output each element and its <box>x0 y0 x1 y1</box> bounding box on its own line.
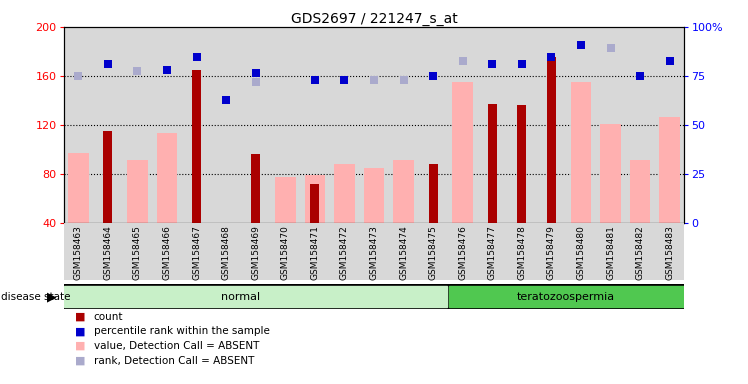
Point <box>427 73 439 79</box>
Point <box>457 58 469 64</box>
Bar <box>393 160 414 223</box>
Bar <box>571 82 591 223</box>
Text: disease state: disease state <box>1 291 70 302</box>
Bar <box>156 133 177 223</box>
Text: GSM158470: GSM158470 <box>280 226 289 280</box>
Point <box>132 68 144 74</box>
Text: count: count <box>94 312 123 322</box>
Point <box>663 58 675 64</box>
Text: GSM158477: GSM158477 <box>488 226 497 280</box>
Bar <box>488 104 497 223</box>
Text: value, Detection Call = ABSENT: value, Detection Call = ABSENT <box>94 341 259 351</box>
Text: GDS2697 / 221247_s_at: GDS2697 / 221247_s_at <box>291 12 457 25</box>
Bar <box>103 131 112 223</box>
Bar <box>64 286 447 307</box>
Bar <box>192 70 201 223</box>
Text: rank, Detection Call = ABSENT: rank, Detection Call = ABSENT <box>94 356 254 366</box>
Text: ▶: ▶ <box>46 290 56 303</box>
Text: GSM158471: GSM158471 <box>310 226 319 280</box>
Text: GSM158479: GSM158479 <box>547 226 556 280</box>
Text: GSM158465: GSM158465 <box>133 226 142 280</box>
Text: GSM158468: GSM158468 <box>221 226 230 280</box>
Bar <box>547 58 556 223</box>
Bar <box>453 82 473 223</box>
Text: ■: ■ <box>75 356 85 366</box>
Bar <box>275 177 295 223</box>
Point <box>250 70 262 76</box>
Text: ■: ■ <box>75 312 85 322</box>
Point <box>516 61 528 67</box>
Text: GSM158464: GSM158464 <box>103 226 112 280</box>
Point <box>575 42 587 48</box>
Bar <box>304 175 325 223</box>
Text: GSM158476: GSM158476 <box>459 226 468 280</box>
Text: GSM158480: GSM158480 <box>577 226 586 280</box>
Point <box>338 76 350 83</box>
Text: GSM158474: GSM158474 <box>399 226 408 280</box>
Text: ■: ■ <box>75 341 85 351</box>
Point <box>102 61 114 67</box>
Text: normal: normal <box>221 291 260 302</box>
Point <box>161 67 173 73</box>
Bar <box>310 184 319 223</box>
Text: GSM158482: GSM158482 <box>636 226 645 280</box>
Point <box>309 76 321 83</box>
Text: GSM158466: GSM158466 <box>162 226 171 280</box>
Text: GSM158463: GSM158463 <box>74 226 83 280</box>
Bar <box>659 118 680 223</box>
Bar <box>449 286 684 307</box>
Text: GSM158483: GSM158483 <box>665 226 674 280</box>
Bar <box>630 160 651 223</box>
Point <box>486 61 498 67</box>
Bar <box>68 153 89 223</box>
Point <box>73 73 85 79</box>
Bar <box>127 160 148 223</box>
Bar <box>251 154 260 223</box>
Bar <box>518 105 527 223</box>
Text: GSM158467: GSM158467 <box>192 226 201 280</box>
Point <box>368 76 380 83</box>
Bar <box>600 124 621 223</box>
Text: GSM158472: GSM158472 <box>340 226 349 280</box>
Point <box>250 79 262 85</box>
Text: GSM158481: GSM158481 <box>606 226 615 280</box>
Point <box>604 45 616 51</box>
Point <box>545 55 557 61</box>
Point <box>191 55 203 61</box>
Text: GSM158478: GSM158478 <box>518 226 527 280</box>
Text: percentile rank within the sample: percentile rank within the sample <box>94 326 269 336</box>
Bar <box>334 164 355 223</box>
Text: teratozoospermia: teratozoospermia <box>517 291 615 302</box>
Point <box>220 97 232 103</box>
Point <box>398 76 410 83</box>
Text: GSM158469: GSM158469 <box>251 226 260 280</box>
Text: ■: ■ <box>75 326 85 336</box>
Text: GSM158473: GSM158473 <box>370 226 378 280</box>
Text: GSM158475: GSM158475 <box>429 226 438 280</box>
Bar <box>364 168 384 223</box>
Point <box>634 73 646 79</box>
Bar <box>429 164 438 223</box>
